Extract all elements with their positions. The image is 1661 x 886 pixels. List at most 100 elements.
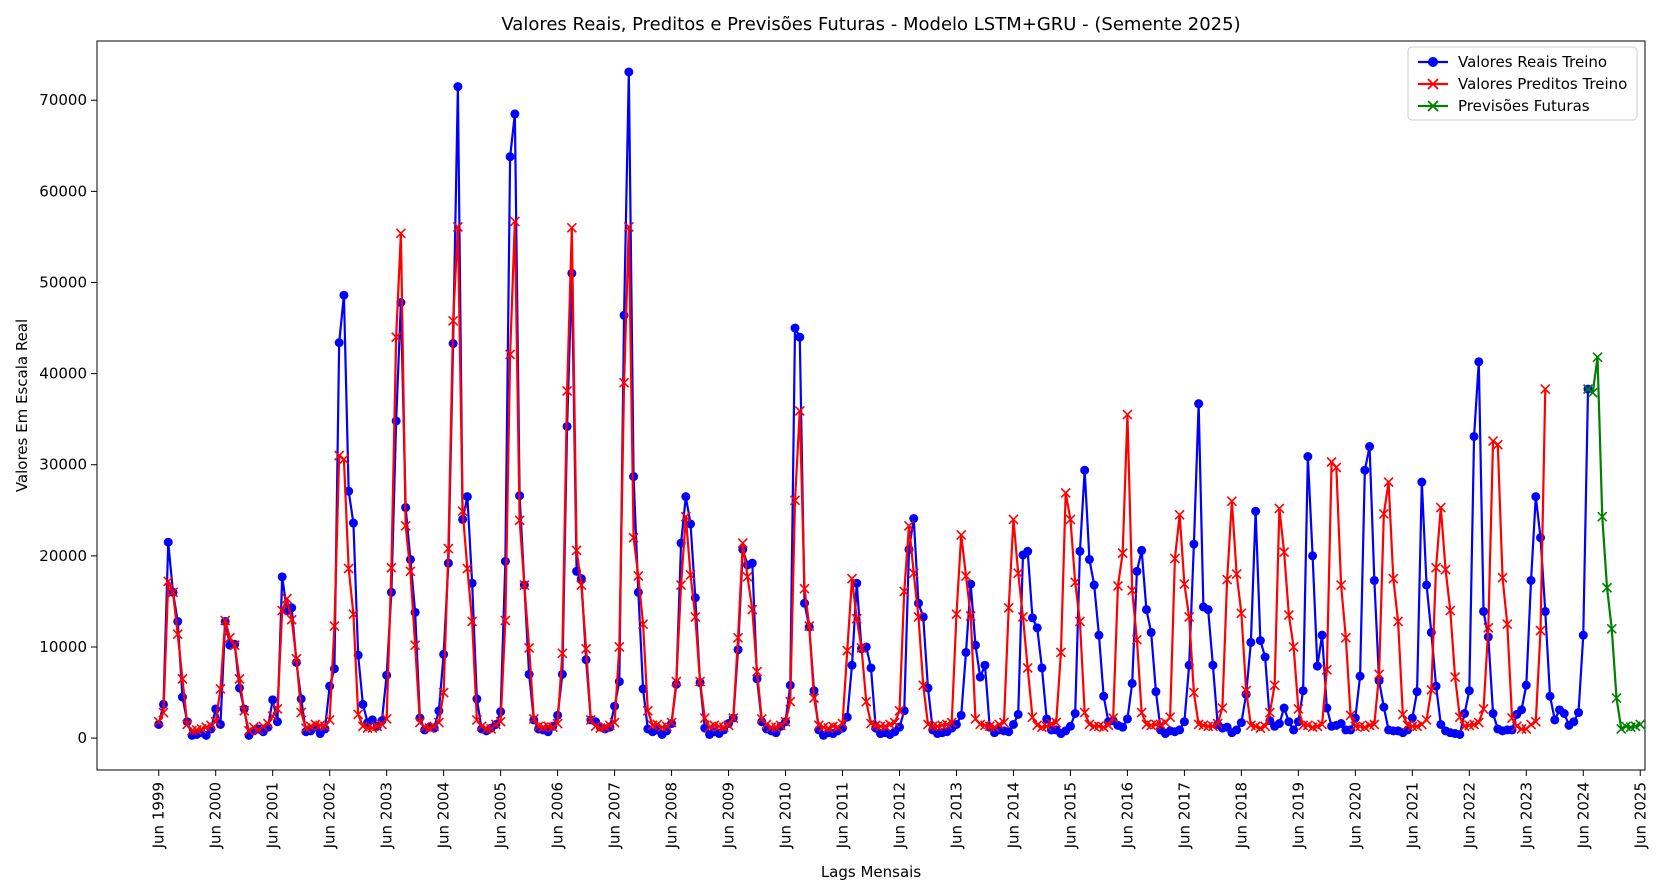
pred-train-point [690,611,701,622]
pred-train-point [1264,707,1275,718]
pred-train-point [856,642,867,653]
real-train-point [325,681,335,691]
real-train-point [913,598,923,608]
x-tick-label: Jun 2011 [834,782,852,849]
pred-train-point [481,723,492,735]
chart-title: Valores Reais, Preditos e Previsões Futu… [501,14,1240,35]
pred-train-point [262,718,274,729]
pred-train-point [405,566,416,577]
real-train-point [1065,721,1075,731]
pred-train-point [671,676,682,687]
pred-train-point [267,711,278,722]
pred-train-point [1525,719,1537,730]
pred-train-point [1511,721,1522,732]
pred-train-point [462,563,473,574]
pred-train-point [1317,719,1328,730]
legend: Valores Reais Treino Valores Preditos Tre… [1407,46,1638,121]
real-train-point [1479,606,1489,616]
real-train-point [348,518,358,528]
pred-train-point [737,538,748,549]
pred-train-point [1131,634,1142,645]
real-train-point [1151,687,1161,697]
pred-train-point [1017,611,1029,622]
real-train-point [1027,613,1037,623]
real-train-point [1194,399,1204,409]
real-train-point [1032,623,1042,633]
real-train-point [1274,719,1284,729]
y-tick-label: 70000 [39,91,87,109]
real-train-point [1521,680,1531,690]
pred-train-point [343,563,354,574]
real-train-point [1070,709,1080,719]
pred-train-point [951,609,962,620]
pred-train-point [694,676,706,687]
pred-train-point [842,645,853,656]
real-train-point [1379,702,1389,712]
pred-train-point [1530,716,1541,727]
pred-train-point [808,692,820,704]
real-train-point [1436,719,1446,729]
x-tick-label: Jun 2001 [264,782,282,849]
pred-train-point [1269,680,1280,691]
legend-marker [1427,100,1439,112]
x-tick-label: Jun 2022 [1460,782,1478,849]
x-tick-label: Jun 2004 [435,782,453,849]
pred-train-point [1055,647,1067,658]
real-train-point [795,332,805,342]
pred-train-point [471,714,482,725]
plot-frame [96,40,1646,771]
pred-train-point [1492,439,1503,450]
x-axis-label: Lags Mensais [821,863,922,881]
real-train-point [1094,630,1104,640]
real-train-point [980,660,990,670]
pred-train-point [519,579,530,591]
real-train-point [918,612,928,622]
pred-train-point [685,569,696,581]
real-train-point [1037,663,1047,673]
x-tick-label: Jun 2003 [378,782,396,849]
real-train-point [510,109,520,119]
pred-train-point [1506,712,1518,724]
pred-train-point [381,713,392,725]
real-train-point [1089,580,1099,590]
x-tick-label: Jun 2008 [663,782,681,849]
x-tick-label: Jun 2014 [1004,782,1022,849]
legend-entry: Previsões Futuras [1418,97,1590,115]
real-train-point [638,684,648,694]
pred-train-point [889,717,900,728]
pred-train-point [1241,685,1252,696]
real-train-point [1469,431,1479,441]
pred-train-point [1279,547,1290,558]
x-tick-label: Jun 2021 [1403,782,1421,849]
forecast-point [1601,582,1613,593]
real-train-point [1284,717,1294,727]
pred-train-point [448,315,459,326]
forecast-point [1611,692,1622,704]
real-train-point [1365,442,1375,452]
axes-frame [96,40,1646,771]
pred-train-point [457,506,468,517]
x-tick-label: Jun 2002 [321,782,339,849]
pred-train-point [571,545,582,556]
pred-train-point [1179,579,1190,590]
pred-train-point [182,719,193,730]
y-tick-label: 60000 [39,182,87,200]
y-axis-ticks: 0 10000 20000 30000 40000 50000 60000 70000 [39,91,97,747]
legend-entry: Valores Reais Treino [1418,53,1607,71]
pred-train-point [1226,496,1237,507]
pred-train-point [751,666,763,677]
real-train-point [1289,725,1299,735]
pred-train-point [1483,622,1494,633]
x-tick-label: Jun 2025 [1631,782,1649,849]
forecast-point [1635,719,1646,730]
pred-train-point [1174,509,1185,520]
y-tick-label: 50000 [39,273,87,291]
pred-train-point [1003,602,1014,613]
pred-train-point [1117,548,1128,559]
pred-train-point [348,609,359,620]
pred-train-point [851,613,862,624]
pred-train-point [614,641,625,653]
pred-train-point [1288,641,1299,653]
pred-train-point [1378,508,1389,520]
real-train-point [1536,533,1546,543]
